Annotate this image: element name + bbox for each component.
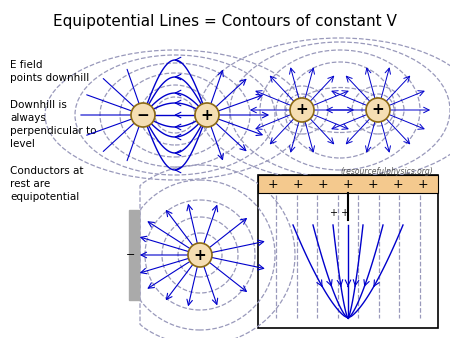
Text: E field
points downhill

Downhill is
always
perpendicular to
level

Conductors a: E field points downhill Downhill is alwa… [10,60,96,202]
Text: +: + [268,177,278,191]
Text: +: + [393,177,403,191]
Circle shape [131,103,155,127]
Text: +: + [201,107,213,122]
Text: −: − [126,250,136,260]
Circle shape [195,103,219,127]
Bar [258,175,438,193]
Text: + +: + + [330,208,350,218]
Text: +: + [372,102,384,118]
Text: +: + [343,177,353,191]
Circle shape [366,98,390,122]
Text: Equipotential Lines = Contours of constant V: Equipotential Lines = Contours of consta… [53,14,397,29]
Circle shape [188,243,212,267]
Text: −: − [137,107,149,122]
Bar [258,175,438,328]
Circle shape [290,98,314,122]
Bar [129,210,139,300]
Text: +: + [318,177,328,191]
Text: +: + [296,102,308,118]
Text: +: + [368,177,378,191]
Text: (resourcefulphysics.org): (resourcefulphysics.org) [340,167,433,176]
Text: +: + [292,177,303,191]
Text: +: + [194,247,207,263]
Text: +: + [418,177,428,191]
